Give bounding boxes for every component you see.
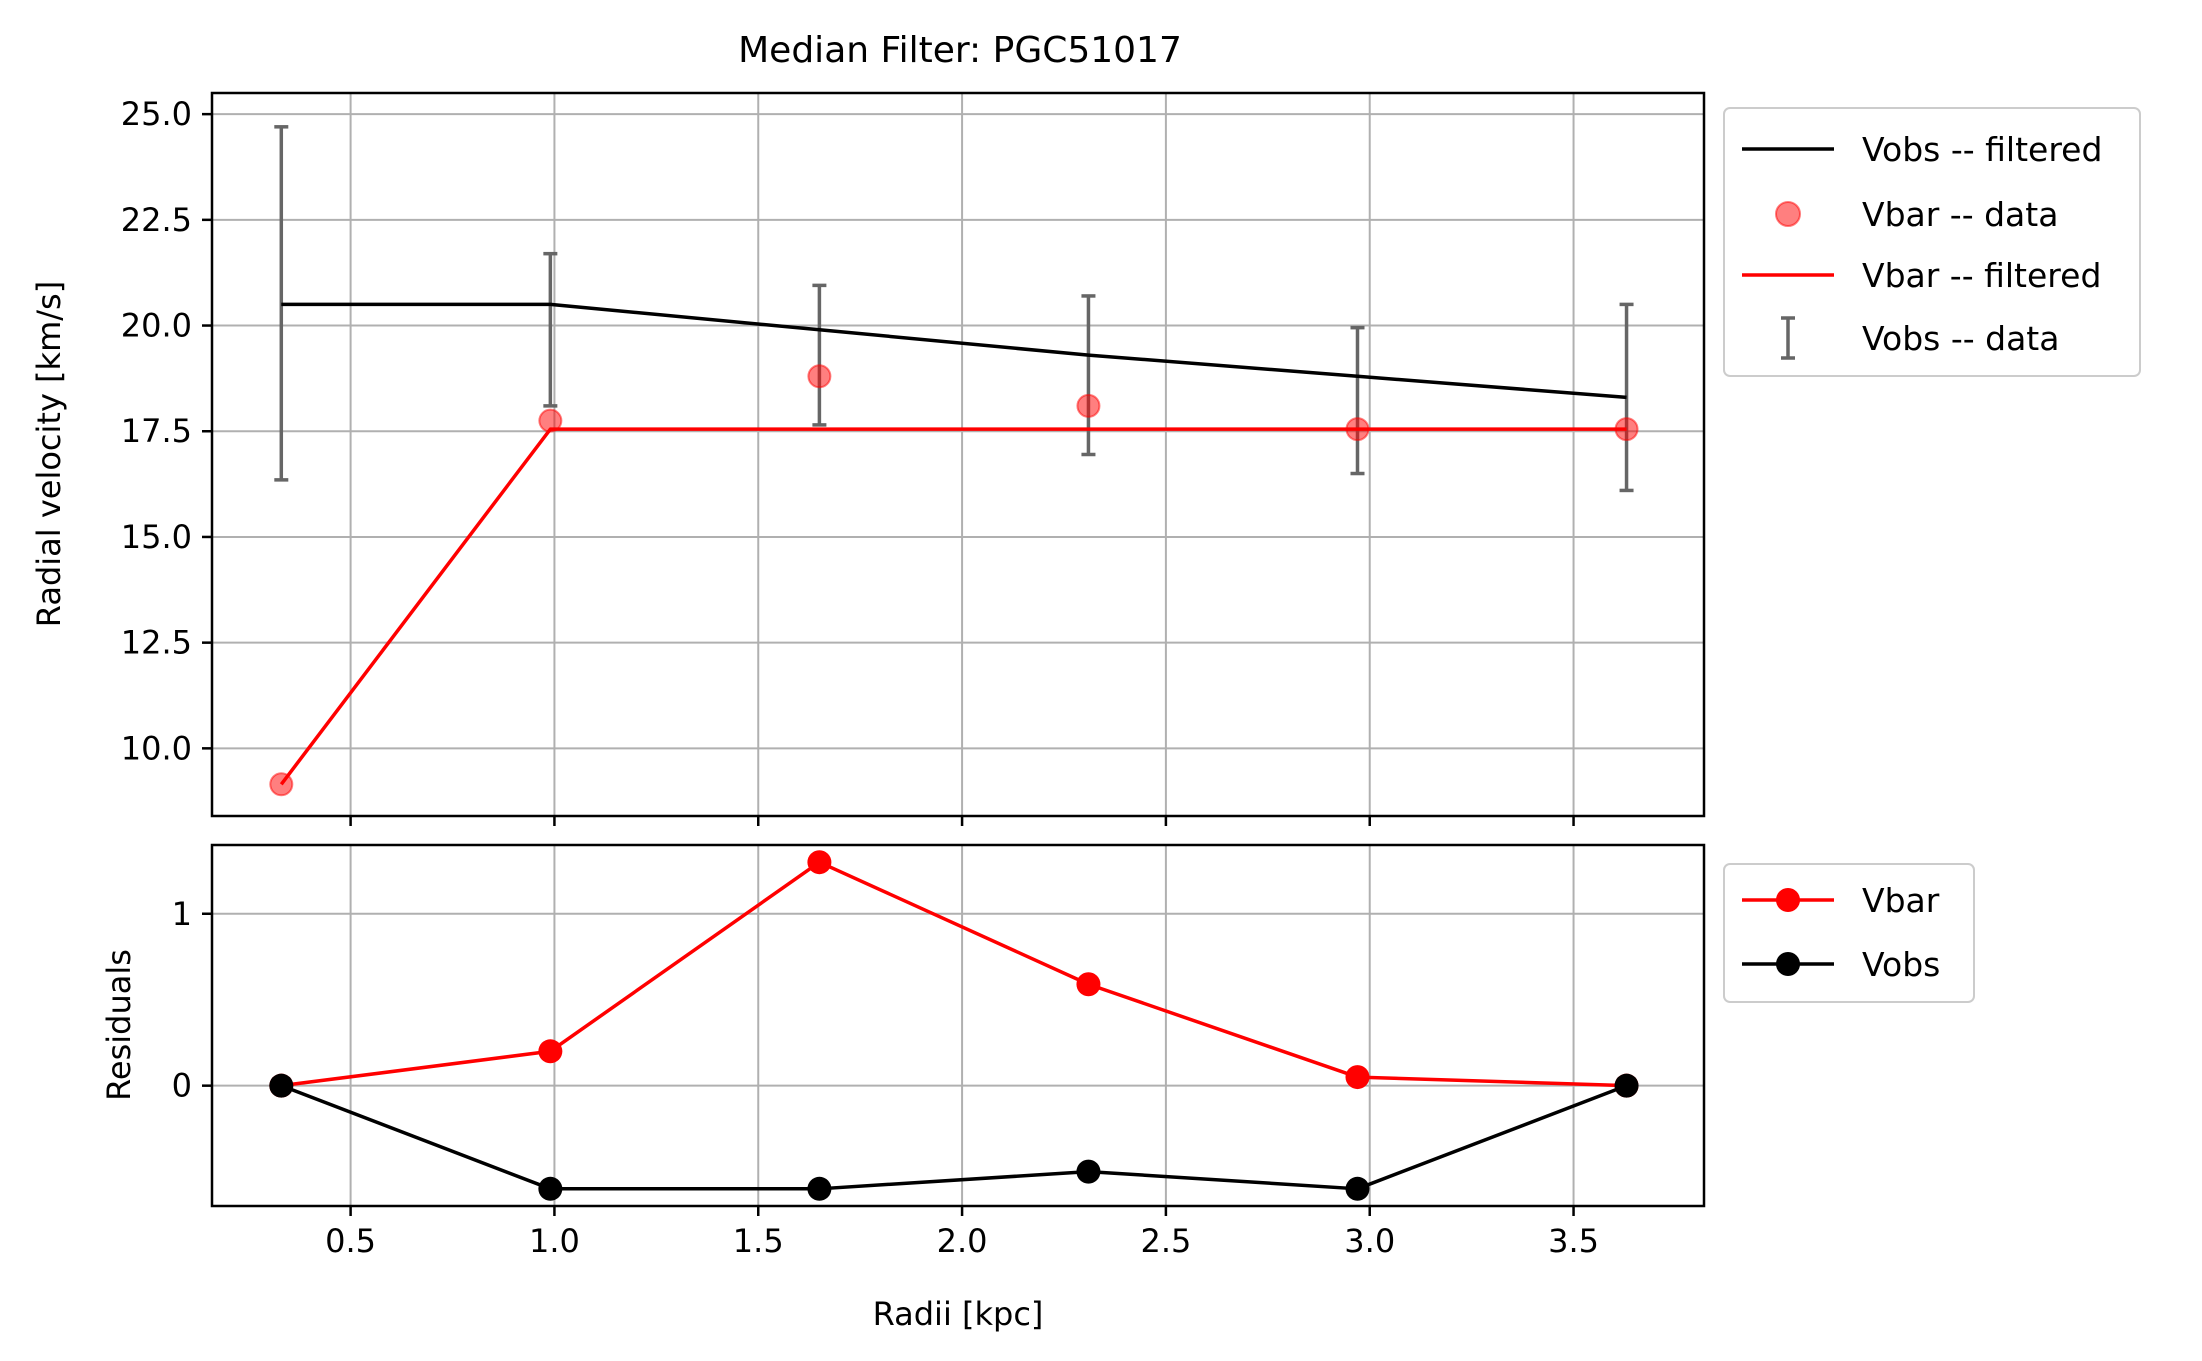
velocity-legend: Vobs -- filtered Vbar -- data Vbar -- fi… [1723,107,2141,377]
velocity-panel: 10.0 12.5 15.0 17.5 20.0 22.5 25.0 Radial velo… [30,91,1706,826]
residuals-x-tick-label: 2.0 [937,1222,988,1260]
residuals-panel-frame [210,843,1706,1208]
errorbar-vobs-data [543,251,558,408]
marker-vobs [1076,1159,1101,1184]
residuals-x-tick-label: 3.0 [1344,1222,1395,1260]
legend-label-vobs-filtered: Vobs -- filtered [1862,130,2102,169]
velocity-panel-ticks: 10.0 12.5 15.0 17.5 20.0 22.5 25.0 [121,95,1575,826]
errorbar-vobs-data [1350,325,1365,476]
legend-label-vbar-filtered: Vbar -- filtered [1862,256,2101,295]
marker-vobs [1345,1176,1370,1201]
marker-vobs [269,1073,294,1098]
main-chart-title: Median Filter: PGC51017 [738,30,1182,71]
velocity-legend-box [1723,107,2141,377]
velocity-panel-grid [212,93,1704,816]
marker-vobs [1614,1073,1639,1098]
residuals-x-tick-label: 1.5 [733,1222,784,1260]
velocity-panel-frame [210,91,1706,818]
legend-swatch-vbar-marker [1776,888,1800,912]
marker-vobs [807,1176,832,1201]
residuals-x-tick-label: 0.5 [325,1222,376,1260]
residuals-y-tick-label: 0 [172,1067,192,1105]
point-vbar-data [1076,393,1101,418]
residuals-legend: Vbar Vobs [1723,863,1975,1003]
legend-label-vobs-data: Vobs -- data [1862,319,2059,358]
residuals-panel-ticks: 0.5 1.0 1.5 2.0 2.5 3.0 3.5 0 1 [172,895,1599,1260]
point-vbar-data [807,364,832,389]
velocity-y-tick-label: 15.0 [121,518,192,556]
marker-vbar [538,1039,563,1064]
residuals-x-axis-label: Radii [kpc] [873,1295,1044,1333]
velocity-y-tick-label: 22.5 [121,201,192,239]
legend-swatch-vobs-data [1781,316,1795,360]
marker-vbar [1076,972,1101,997]
residuals-x-tick-label: 3.5 [1548,1222,1599,1260]
velocity-y-tick-label: 10.0 [121,729,192,767]
residuals-y-axis-label: Residuals [100,949,138,1101]
velocity-y-tick-label: 25.0 [121,95,192,133]
velocity-y-tick-label: 17.5 [121,412,192,450]
marker-vbar [807,850,832,875]
line-vbar-filtered [279,427,1627,786]
line-vobs-filtered [281,302,1627,400]
residuals-y-tick-label: 1 [172,895,192,933]
legend-swatch-vobs-marker [1776,952,1800,976]
marker-vobs [538,1176,563,1201]
line-vobs [280,1084,1628,1191]
velocity-y-tick-label: 12.5 [121,624,192,662]
marker-vbar [1345,1065,1370,1090]
residuals-panel-grid [212,845,1704,1206]
residuals-x-tick-label: 1.0 [529,1222,580,1260]
residuals-x-tick-label: 2.5 [1140,1222,1191,1260]
line-vbar [281,860,1627,1088]
residuals-panel-series [269,850,1639,1201]
velocity-y-axis-label: Radial velocity [km/s] [30,281,68,627]
legend-label-vbar-data: Vbar -- data [1862,195,2058,234]
residuals-panel: 0.5 1.0 1.5 2.0 2.5 3.0 3.5 0 1 Residuals Radii … [100,843,1706,1333]
legend-label-vobs: Vobs [1862,945,1940,984]
errorbar-vobs-data [812,283,827,427]
legend-swatch-vbar-data [1775,201,1801,227]
legend-label-vbar: Vbar [1862,881,1940,920]
velocity-panel-series [269,125,1639,797]
velocity-y-tick-label: 20.0 [121,307,192,345]
